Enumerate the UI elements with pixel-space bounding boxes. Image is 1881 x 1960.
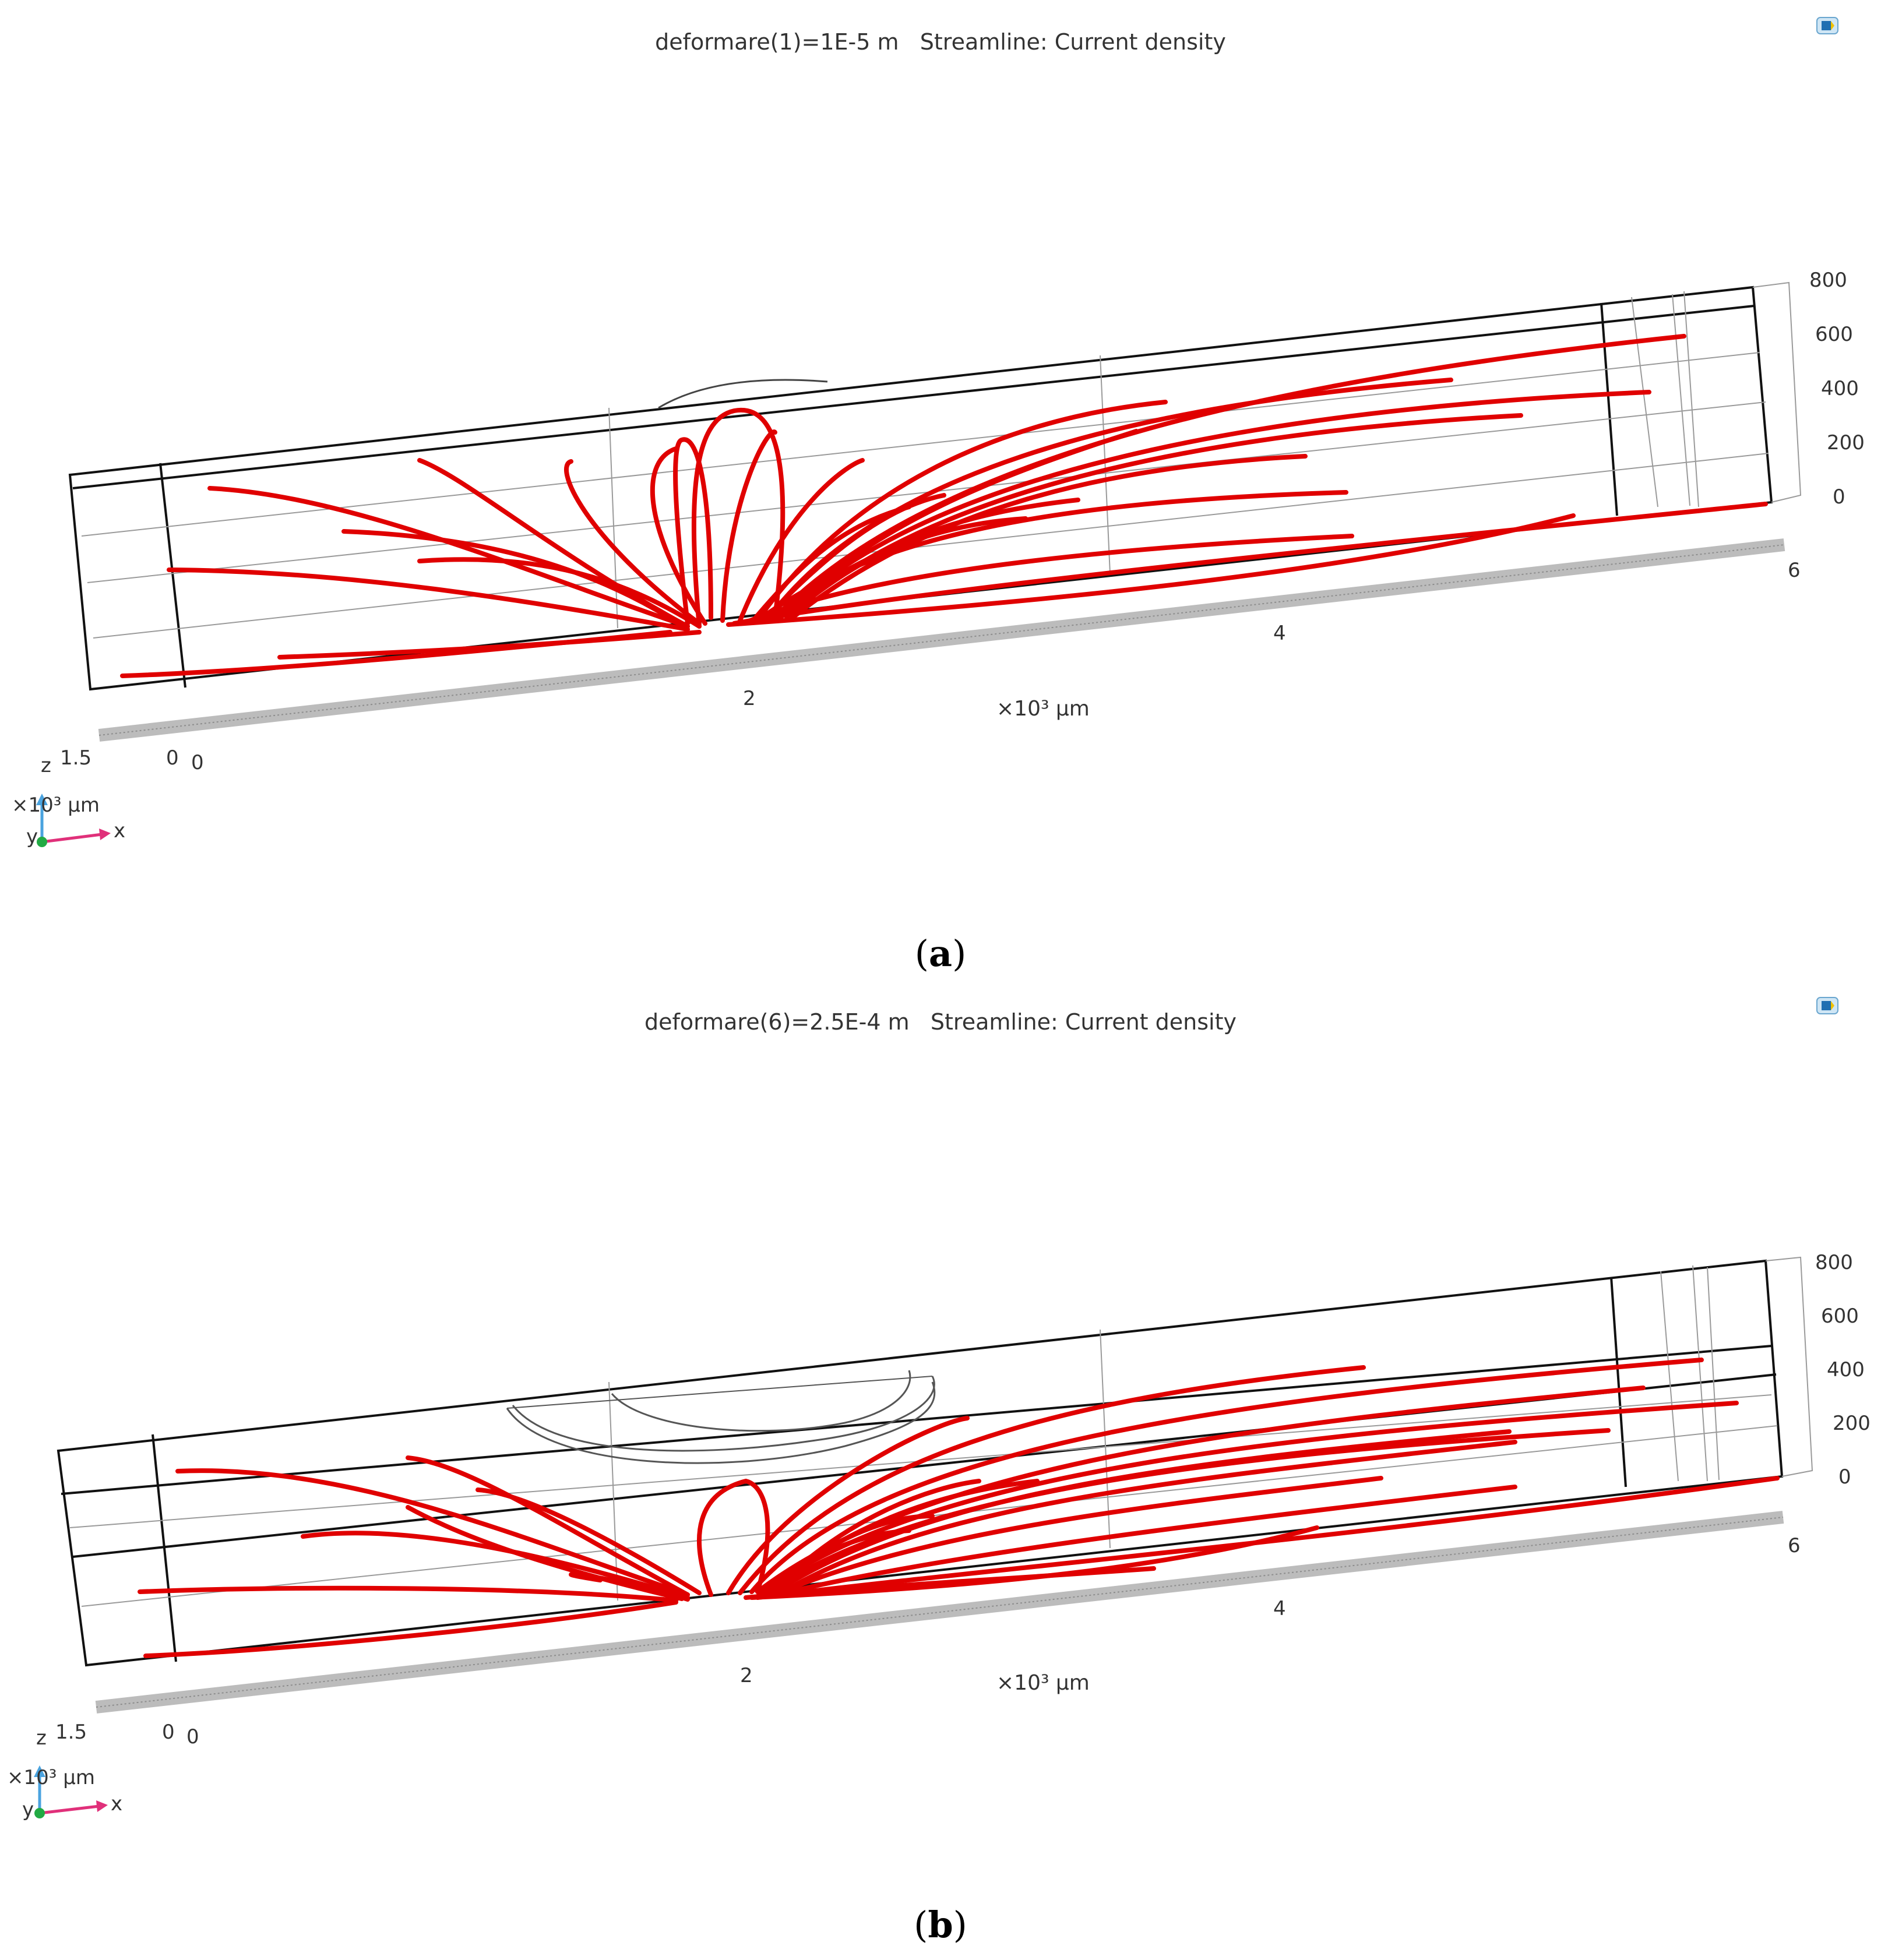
triad-z-label: z	[41, 754, 51, 777]
z-tick-label: 200	[1833, 1412, 1871, 1435]
domain-box	[68, 281, 1802, 691]
axis-triad: z ×10³ μm y x	[12, 754, 125, 848]
zero-label: 0	[166, 746, 179, 770]
figure-caption: (b)	[914, 1903, 967, 1946]
panel-a: deformare(1)=1E-5 m Streamline: Current …	[12, 14, 1865, 975]
caption-letter: b	[928, 1903, 953, 1946]
panel-b: deformare(6)=2.5E-4 m Streamline: Curren…	[0, 980, 1881, 1960]
figure-caption: (a)	[914, 932, 967, 975]
axis-corner-labels: 1.5 0 0	[55, 1721, 199, 1749]
triad-y-label: y	[26, 825, 38, 848]
x-tick-label: 6	[1788, 1534, 1801, 1557]
x-tick-label: 4	[1273, 1597, 1286, 1620]
z-axis-ticks: 800 600 400 200 0	[1815, 1251, 1871, 1489]
plot-scene: 800 600 400 200 0 2 4 6 ×10³ μm	[7, 1251, 1871, 1821]
z-max-label: 1.5	[60, 746, 91, 770]
x-tick-label: 2	[743, 687, 756, 710]
zero-label: 0	[162, 1721, 175, 1744]
triad-unit-label: ×10³ μm	[12, 794, 100, 817]
streamlines	[138, 1358, 1780, 1658]
zero-label: 0	[186, 1725, 199, 1749]
x-axis-unit: ×10³ μm	[996, 697, 1090, 721]
z-tick-label: 800	[1809, 269, 1847, 292]
triad-y-label: y	[22, 1798, 34, 1821]
ground-plane	[98, 538, 1785, 742]
domain-box	[57, 1256, 1813, 1667]
plot-title: deformare(6)=2.5E-4 m Streamline: Curren…	[644, 1009, 1237, 1035]
z-tick-label: 600	[1821, 1305, 1859, 1328]
triad-unit-label: ×10³ μm	[7, 1766, 95, 1789]
z-tick-label: 600	[1815, 323, 1853, 346]
z-tick-label: 800	[1815, 1251, 1853, 1274]
triad-x-label: x	[111, 1792, 122, 1816]
axis-triad: z ×10³ μm y x	[7, 1726, 122, 1821]
z-tick-label: 200	[1827, 431, 1865, 454]
x-axis-unit: ×10³ μm	[996, 1671, 1090, 1695]
caption-letter: a	[928, 932, 953, 975]
ground-plane	[95, 1511, 1784, 1714]
streamlines	[120, 334, 1768, 678]
plot-scene: 800 600 400 200 0 2 4 6 ×10³ μm	[12, 269, 1865, 848]
x-axis-ticks: 2 4 6 ×10³ μm	[740, 1534, 1801, 1695]
comsol-logo-icon	[1816, 994, 1839, 1017]
x-tick-label: 2	[740, 1664, 753, 1687]
comsol-logo-icon	[1816, 14, 1839, 37]
x-tick-label: 6	[1788, 559, 1801, 582]
z-axis-ticks: 800 600 400 200 0	[1809, 269, 1865, 509]
z-tick-label: 0	[1838, 1465, 1851, 1489]
zero-label: 0	[191, 751, 204, 774]
z-max-label: 1.5	[55, 1721, 87, 1744]
z-tick-label: 400	[1827, 1358, 1865, 1381]
x-axis-ticks: 2 4 6 ×10³ μm	[743, 559, 1801, 721]
z-tick-label: 400	[1821, 377, 1859, 400]
plot-title: deformare(1)=1E-5 m Streamline: Current …	[655, 29, 1226, 55]
triad-x-label: x	[114, 819, 125, 842]
x-tick-label: 4	[1273, 622, 1286, 645]
triad-z-label: z	[36, 1726, 47, 1750]
z-tick-label: 0	[1833, 485, 1845, 509]
axis-corner-labels: 1.5 0 0	[60, 746, 204, 774]
